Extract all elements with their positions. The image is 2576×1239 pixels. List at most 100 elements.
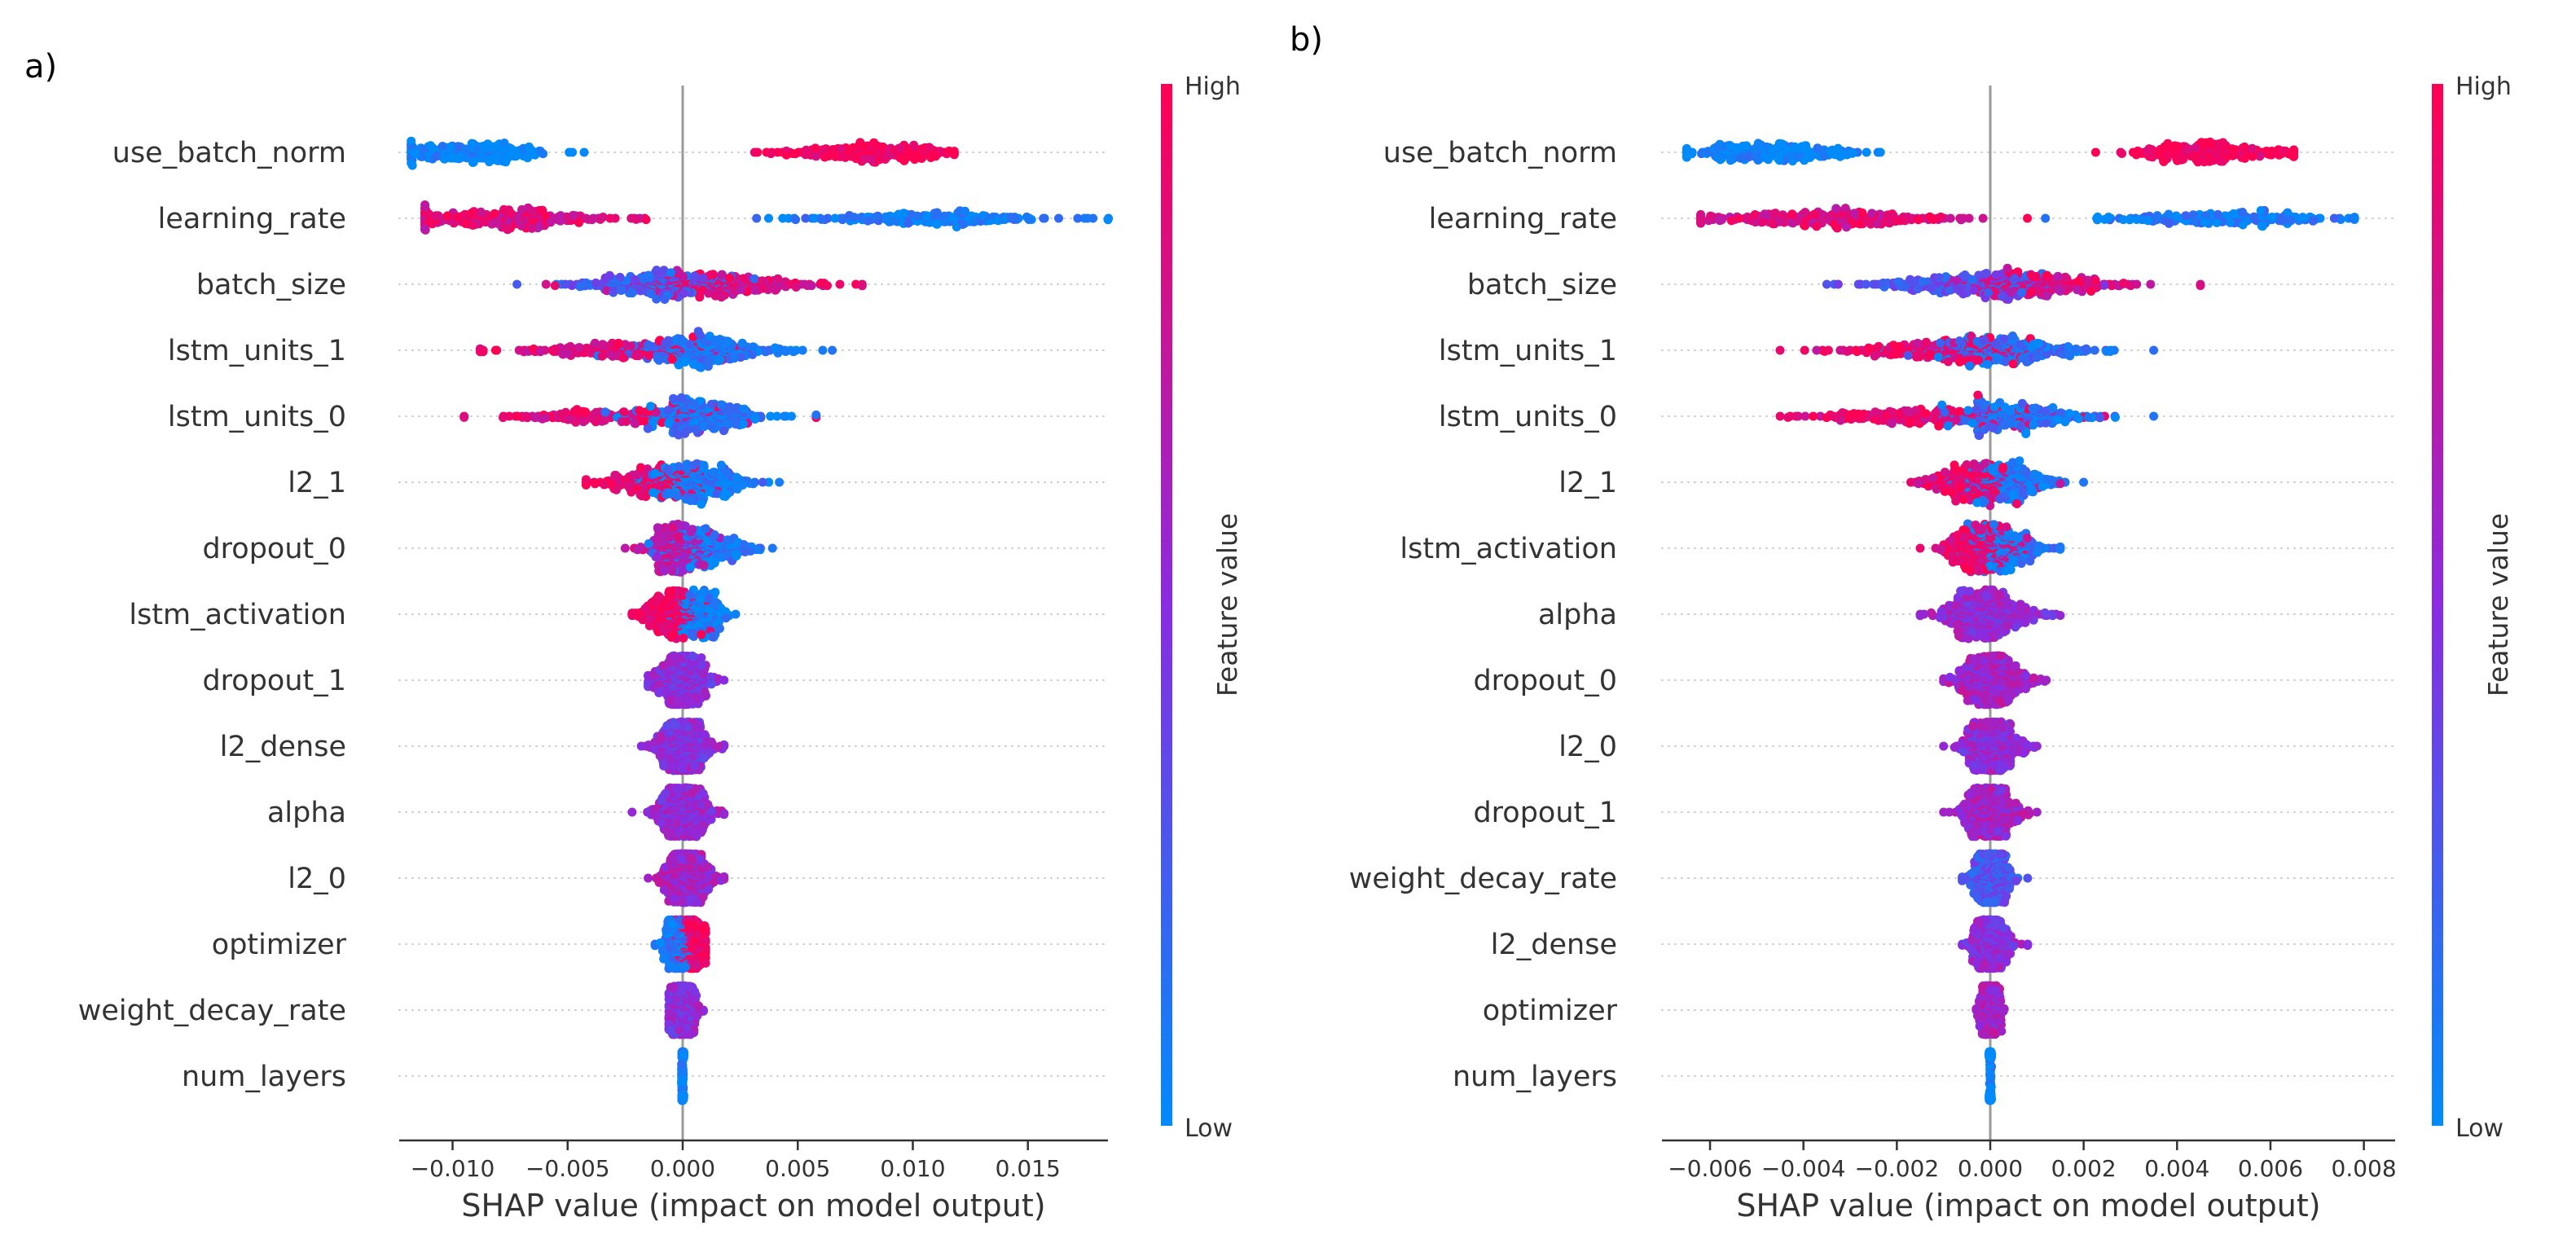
- shap-point: [660, 567, 669, 576]
- shap-point: [906, 152, 915, 160]
- shap-point: [527, 224, 536, 233]
- shap-point: [468, 139, 477, 148]
- shap-point: [619, 407, 628, 416]
- shap-point: [723, 535, 732, 544]
- shap-point: [701, 524, 710, 533]
- feature-label: learning_rate: [158, 203, 346, 235]
- shap-point: [690, 271, 699, 280]
- shap-point: [479, 347, 488, 356]
- feature-label: l2_dense: [220, 731, 346, 763]
- shap-point: [463, 153, 472, 162]
- shap-point: [731, 420, 740, 428]
- shap-point: [581, 407, 590, 416]
- shap-point: [571, 418, 580, 427]
- shap-point: [736, 285, 745, 294]
- shap-point: [899, 209, 908, 217]
- feature-label: lstm_units_0: [168, 401, 346, 433]
- shap-point: [654, 688, 663, 697]
- shap-point: [507, 209, 516, 218]
- shap-point: [659, 626, 668, 635]
- shap-point: [828, 346, 837, 355]
- shap-point: [719, 426, 728, 435]
- shap-point: [686, 340, 695, 349]
- shap-point: [689, 360, 698, 369]
- shap-point: [676, 521, 685, 530]
- shap-point: [722, 468, 731, 477]
- shap-point: [782, 151, 791, 160]
- shap-point: [710, 559, 719, 568]
- panel-label: a): [24, 48, 57, 86]
- shap-point: [411, 149, 420, 158]
- shap-point: [781, 412, 790, 421]
- shap-point: [661, 339, 670, 348]
- shap-point: [836, 280, 845, 289]
- feature-label: l2_1: [288, 467, 346, 499]
- shap-point: [912, 212, 921, 221]
- shap-point: [652, 595, 661, 604]
- shap-point: [651, 469, 660, 478]
- shap-point: [958, 220, 967, 229]
- shap-point: [758, 478, 767, 487]
- shap-point: [688, 652, 697, 661]
- shap-point: [499, 413, 508, 422]
- shap-point: [616, 273, 625, 282]
- shap-point: [705, 487, 714, 496]
- shap-point: [730, 354, 739, 362]
- shap-point: [969, 217, 978, 226]
- shap-point: [485, 157, 494, 166]
- shap-point: [717, 461, 726, 470]
- shap-point: [667, 587, 676, 596]
- shap-point: [761, 347, 770, 356]
- shap-point: [697, 630, 706, 639]
- shap-point: [491, 346, 500, 355]
- shap-point: [778, 214, 787, 223]
- shap-point: [621, 544, 630, 553]
- shap-point: [710, 336, 719, 345]
- shap-point: [681, 427, 690, 436]
- shap-point: [715, 624, 724, 633]
- shap-point: [669, 523, 678, 532]
- shap-point: [514, 217, 523, 226]
- shap-point: [869, 138, 878, 147]
- shap-point: [819, 145, 828, 154]
- shap-point: [858, 281, 867, 290]
- shap-point: [767, 149, 776, 158]
- shap-point: [722, 613, 731, 622]
- shap-point: [517, 205, 526, 214]
- shap-point: [443, 211, 452, 220]
- shap-point: [695, 292, 704, 301]
- shap-point: [669, 630, 678, 639]
- shap-point: [1022, 213, 1031, 222]
- shap-point: [706, 421, 715, 430]
- shap-point: [789, 347, 798, 356]
- feature-label: use_batch_norm: [112, 137, 346, 169]
- shap-point: [561, 408, 570, 417]
- shap-point: [781, 347, 790, 356]
- shap-point: [704, 362, 713, 371]
- shap-point: [551, 281, 560, 290]
- shap-point: [791, 215, 800, 224]
- shap-point: [961, 207, 969, 216]
- shap-point: [523, 153, 532, 162]
- shap-point: [525, 143, 534, 152]
- shap-point: [802, 146, 811, 155]
- shap-point: [732, 610, 741, 619]
- shap-point: [852, 154, 861, 163]
- shap-point: [536, 347, 545, 356]
- shap-point: [600, 407, 609, 416]
- shap-point: [940, 217, 949, 226]
- shap-point: [1054, 214, 1063, 223]
- shap-point: [574, 218, 583, 227]
- shap-point: [750, 148, 759, 157]
- shap-point: [660, 295, 669, 304]
- shap-point: [732, 472, 741, 481]
- shap-point: [691, 425, 700, 434]
- shap-point: [690, 399, 699, 408]
- shap-point: [536, 147, 545, 156]
- shap-point: [818, 346, 827, 355]
- shap-point: [468, 221, 477, 230]
- shap-point: [538, 206, 547, 215]
- shap-point: [889, 216, 898, 225]
- shap-point: [619, 354, 628, 362]
- shap-point: [653, 552, 662, 561]
